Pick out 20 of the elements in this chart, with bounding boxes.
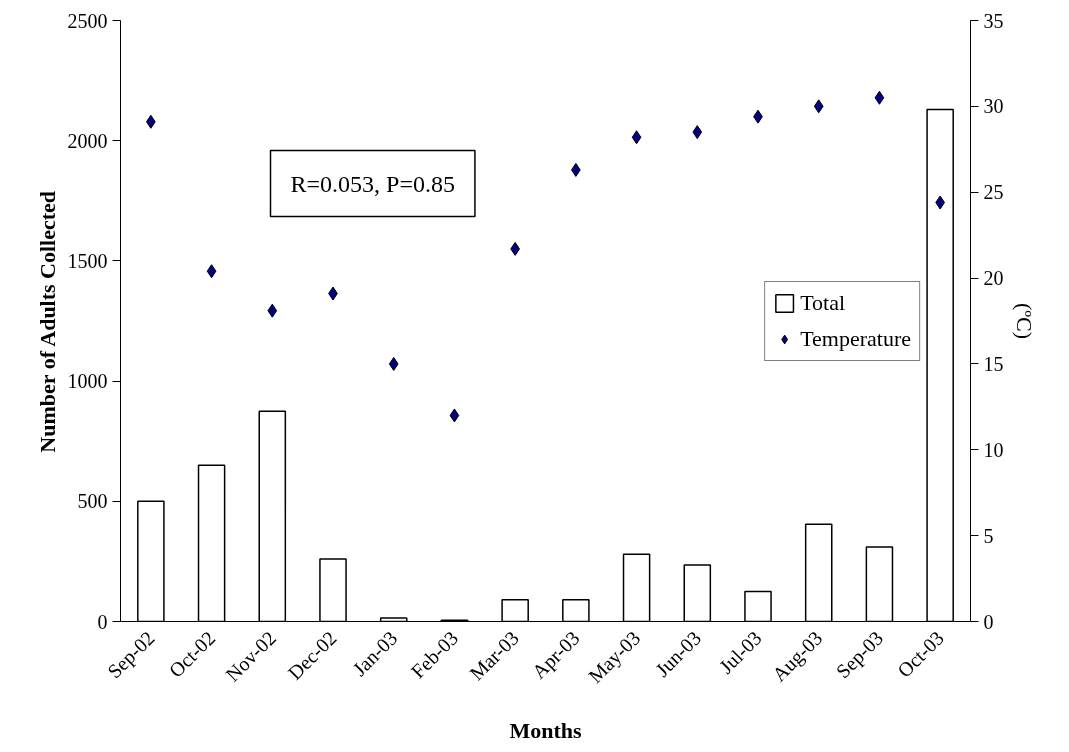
y-tick-label: 2500 bbox=[67, 9, 108, 32]
y2-tick-label: 35 bbox=[983, 9, 1004, 32]
y2-tick-label: 10 bbox=[983, 438, 1004, 461]
y2-tick-label: 20 bbox=[983, 267, 1004, 290]
legend-label: Total bbox=[800, 289, 846, 316]
y-axis-title: Number of Adults Collected bbox=[34, 190, 60, 453]
y2-tick-label: 15 bbox=[983, 352, 1004, 375]
x-axis-title: Months bbox=[509, 717, 582, 743]
y-tick-label: 1500 bbox=[67, 249, 108, 272]
y-tick-label: 2000 bbox=[67, 129, 108, 152]
y2-axis-title: (ºC) bbox=[1011, 302, 1037, 340]
y2-tick-label: 0 bbox=[983, 610, 994, 633]
y2-tick-label: 5 bbox=[983, 524, 994, 547]
annotation: R=0.053, P=0.85 bbox=[290, 170, 455, 197]
y2-tick-label: 30 bbox=[983, 95, 1004, 118]
y-tick-label: 0 bbox=[97, 610, 108, 633]
y2-tick-label: 25 bbox=[983, 181, 1004, 204]
y-tick-label: 500 bbox=[77, 490, 108, 513]
y-tick-label: 1000 bbox=[67, 370, 108, 393]
legend-label: Temperature bbox=[800, 325, 911, 352]
